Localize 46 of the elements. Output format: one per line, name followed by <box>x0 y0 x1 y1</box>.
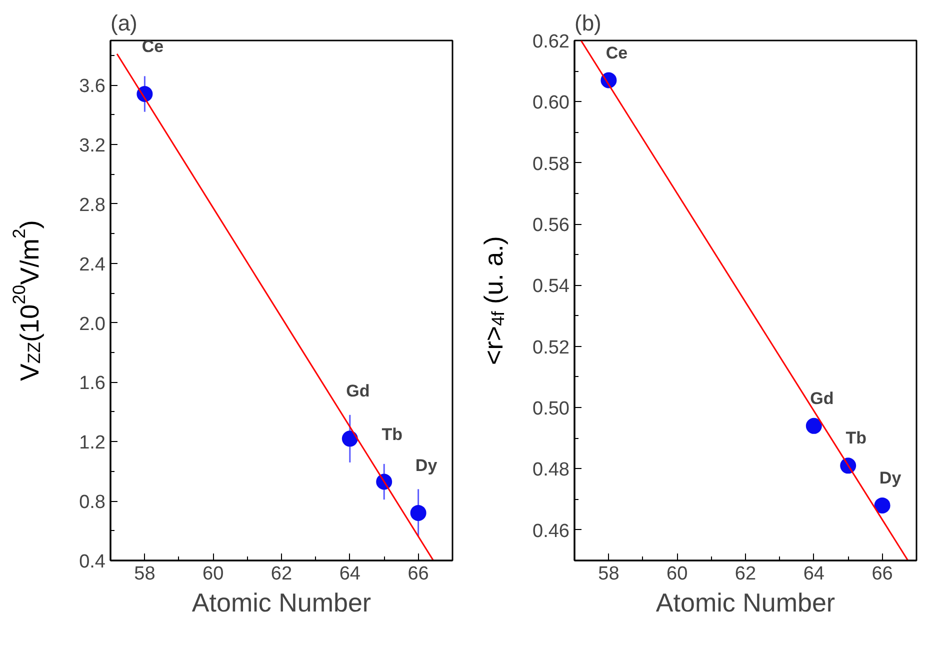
x-tick-label: 60 <box>666 564 688 584</box>
y-tick-label: 1.2 <box>79 432 106 454</box>
x-tick-label: 64 <box>339 564 361 584</box>
annotation: Tb <box>382 424 402 444</box>
y-tick-label: 0.62 <box>532 32 570 52</box>
annotation: Gd <box>810 388 834 408</box>
y-tick-label: 0.48 <box>532 460 570 481</box>
annotation: Tb <box>846 428 866 448</box>
y-tick-label: 3.6 <box>79 76 106 98</box>
y-tick-label: 0.4 <box>79 552 106 572</box>
y-tick-label: 1.6 <box>79 373 106 394</box>
y-tick-label: 2.0 <box>79 314 106 335</box>
y-tick-label: 0.54 <box>532 276 570 298</box>
x-tick-label: 58 <box>598 564 620 584</box>
x-tick-label: 66 <box>408 564 429 584</box>
x-tick-label: 58 <box>134 564 156 584</box>
chart-title: (a) <box>110 10 138 36</box>
x-tick-label: 66 <box>872 564 893 584</box>
point <box>342 430 358 447</box>
y-tick-label: 0.52 <box>532 337 570 358</box>
y-axis-title: VZZ(1020V/m2) <box>9 220 44 381</box>
y-tick-label: 0.58 <box>532 154 570 175</box>
annotation: Ce <box>606 43 628 62</box>
x-tick-label: 62 <box>270 564 292 584</box>
y-tick-label: 0.46 <box>532 520 570 542</box>
annotation: Gd <box>346 382 370 401</box>
y-tick-label: 0.56 <box>532 215 570 236</box>
annotation: Dy <box>879 468 902 488</box>
y-tick-label: 2.8 <box>79 194 106 216</box>
annotation: Ce <box>142 36 164 56</box>
point <box>410 504 426 521</box>
chart-title: (b) <box>574 10 602 36</box>
x-axis-title: Atomic Number <box>192 588 372 618</box>
x-tick-label: 62 <box>734 564 756 584</box>
y-tick-label: 0.60 <box>532 92 570 114</box>
y-tick-label: 2.4 <box>79 254 106 276</box>
x-tick-label: 60 <box>202 564 224 584</box>
y-tick-label: 0.50 <box>532 398 570 420</box>
point <box>806 418 822 434</box>
annotation: Dy <box>415 456 438 475</box>
y-tick-label: 3.2 <box>79 136 106 156</box>
x-axis-title: Atomic Number <box>656 588 836 618</box>
y-axis-title: <r>4f (u. a.) <box>478 236 508 365</box>
point <box>874 497 890 514</box>
x-tick-label: 64 <box>803 564 825 584</box>
y-tick-label: 0.8 <box>79 492 106 514</box>
